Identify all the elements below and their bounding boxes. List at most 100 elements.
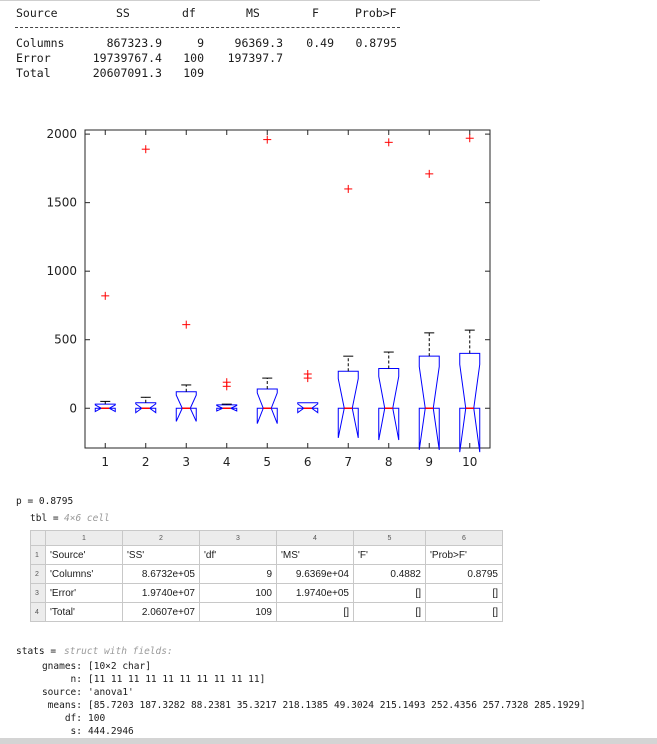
tbl-type: 4×6 cell (64, 513, 110, 524)
cell-grid-corner (30, 530, 46, 546)
stats-field-value: 'anova1' (88, 687, 134, 698)
stats-field-value: 100 (88, 713, 106, 724)
box (216, 404, 238, 412)
cell-col-header: 1 (45, 530, 123, 546)
cell[interactable]: 109 (199, 602, 277, 622)
cell-row-header: 2 (30, 564, 46, 584)
cell[interactable]: 100 (199, 583, 277, 603)
anova-row-ss: 19739767.4 (92, 51, 162, 65)
box (418, 355, 440, 450)
stats-field-key: source: (41, 687, 82, 698)
anova-header-ms: MS (246, 6, 260, 20)
cell-grid-row: 3 'Error' 1.9740e+07 100 1.9740e+05 [] [… (30, 583, 503, 603)
y-tick-label: 2000 (46, 127, 77, 141)
x-tick-label: 3 (182, 455, 190, 469)
anova-dashed-rule (15, 27, 400, 28)
cell-col-header: 3 (199, 530, 277, 546)
cell[interactable]: 9 (199, 564, 277, 584)
x-tick-label: 9 (425, 455, 433, 469)
stats-field-value: 444.2946 (88, 726, 134, 737)
cell[interactable]: 'Columns' (45, 564, 123, 584)
cell-col-header: 2 (122, 530, 200, 546)
box (459, 352, 481, 453)
cell[interactable]: [] (276, 602, 354, 622)
y-tick-label: 0 (69, 401, 77, 415)
stats-field-key: s: (70, 726, 82, 737)
x-tick-label: 6 (304, 455, 312, 469)
cell-col-header: 4 (276, 530, 354, 546)
anova-row-source: Error (16, 51, 51, 65)
cell[interactable]: 'SS' (122, 545, 200, 565)
anova-header-df: df (182, 6, 196, 20)
cell-col-header: 6 (425, 530, 503, 546)
stats-field-value: [85.7203 187.3282 88.2381 35.3217 218.13… (88, 700, 586, 711)
x-tick-label: 4 (223, 455, 231, 469)
p-value-line: p = 0.8795 (16, 496, 74, 507)
top-divider (0, 0, 540, 1)
stats-field-value: [10×2 char] (88, 661, 151, 672)
cell[interactable]: 'df' (199, 545, 277, 565)
cell-array-grid: 1 2 3 4 5 6 1 'Source' 'SS' 'df' 'MS' 'F… (30, 530, 503, 622)
anova-header-source: Source (16, 6, 58, 20)
plot-axes-box (84, 129, 491, 449)
cell[interactable]: 1.9740e+05 (276, 583, 354, 603)
cell-row-header: 1 (30, 545, 46, 565)
anova-row-source: Total (16, 66, 51, 80)
cell[interactable]: 1.9740e+07 (122, 583, 200, 603)
anova-row-ms: 96369.3 (234, 36, 283, 50)
cell-grid-row: 2 'Columns' 8.6732e+05 9 9.6369e+04 0.48… (30, 564, 503, 584)
box (94, 403, 116, 413)
cell[interactable]: 0.8795 (425, 564, 503, 584)
cell[interactable]: 'Prob>F' (425, 545, 503, 565)
tbl-variable-name: tbl = (30, 513, 59, 524)
x-tick-label: 10 (462, 455, 477, 469)
anova-row-ss: 867323.9 (106, 36, 162, 50)
cell[interactable]: 'F' (353, 545, 426, 565)
anova-header-prob: Prob>F (355, 6, 397, 20)
cell[interactable]: 'Source' (45, 545, 123, 565)
cell[interactable]: [] (353, 583, 426, 603)
y-tick-label: 1000 (46, 264, 77, 278)
cell[interactable]: [] (425, 602, 503, 622)
anova-row-ss: 20607091.3 (92, 66, 162, 80)
cell[interactable]: 'Error' (45, 583, 123, 603)
x-tick-label: 1 (101, 455, 109, 469)
cell-grid-row: 1 'Source' 'SS' 'df' 'MS' 'F' 'Prob>F' (30, 545, 503, 565)
y-tick-label: 1500 (46, 196, 77, 210)
horizontal-scrollbar[interactable] (0, 738, 657, 744)
cell[interactable]: 8.6732e+05 (122, 564, 200, 584)
stats-field-key: gnames: (41, 661, 82, 672)
cell[interactable]: 'MS' (276, 545, 354, 565)
anova-table: Source SS df MS F Prob>F Columns 867323.… (0, 0, 540, 90)
cell-grid-row: 4 'Total' 2.0607e+07 109 [] [] [] (30, 602, 503, 622)
stats-type: struct with fields: (64, 646, 173, 657)
stats-field-key: n: (70, 674, 82, 685)
cell-row-header: 4 (30, 602, 46, 622)
box (175, 391, 197, 422)
anova-row-df: 9 (197, 36, 204, 50)
cell[interactable]: 9.6369e+04 (276, 564, 354, 584)
cell[interactable]: 0.4882 (353, 564, 426, 584)
box (135, 402, 157, 414)
cell[interactable]: 'Total' (45, 602, 123, 622)
x-tick-label: 7 (344, 455, 352, 469)
box (378, 368, 400, 441)
anova-row-prob: 0.8795 (355, 36, 397, 50)
anova-row-source: Columns (16, 36, 65, 50)
anova-row-ms: 197397.7 (227, 51, 283, 65)
stats-field-value: [11 11 11 11 11 11 11 11 11 11] (88, 674, 266, 685)
cell-grid-header-row: 1 2 3 4 5 6 (30, 530, 503, 546)
stats-field-key: means: (47, 700, 82, 711)
anova-header-ss: SS (116, 6, 130, 20)
stats-field-key: df: (64, 713, 82, 724)
anova-header-f: F (312, 6, 319, 20)
cell[interactable]: [] (353, 602, 426, 622)
box (297, 402, 319, 414)
x-tick-label: 2 (142, 455, 150, 469)
cell[interactable]: 2.0607e+07 (122, 602, 200, 622)
x-tick-label: 8 (385, 455, 393, 469)
cell[interactable]: [] (425, 583, 503, 603)
anova-row-f: 0.49 (306, 36, 334, 50)
anova-row-df: 100 (183, 51, 204, 65)
box (256, 388, 278, 424)
